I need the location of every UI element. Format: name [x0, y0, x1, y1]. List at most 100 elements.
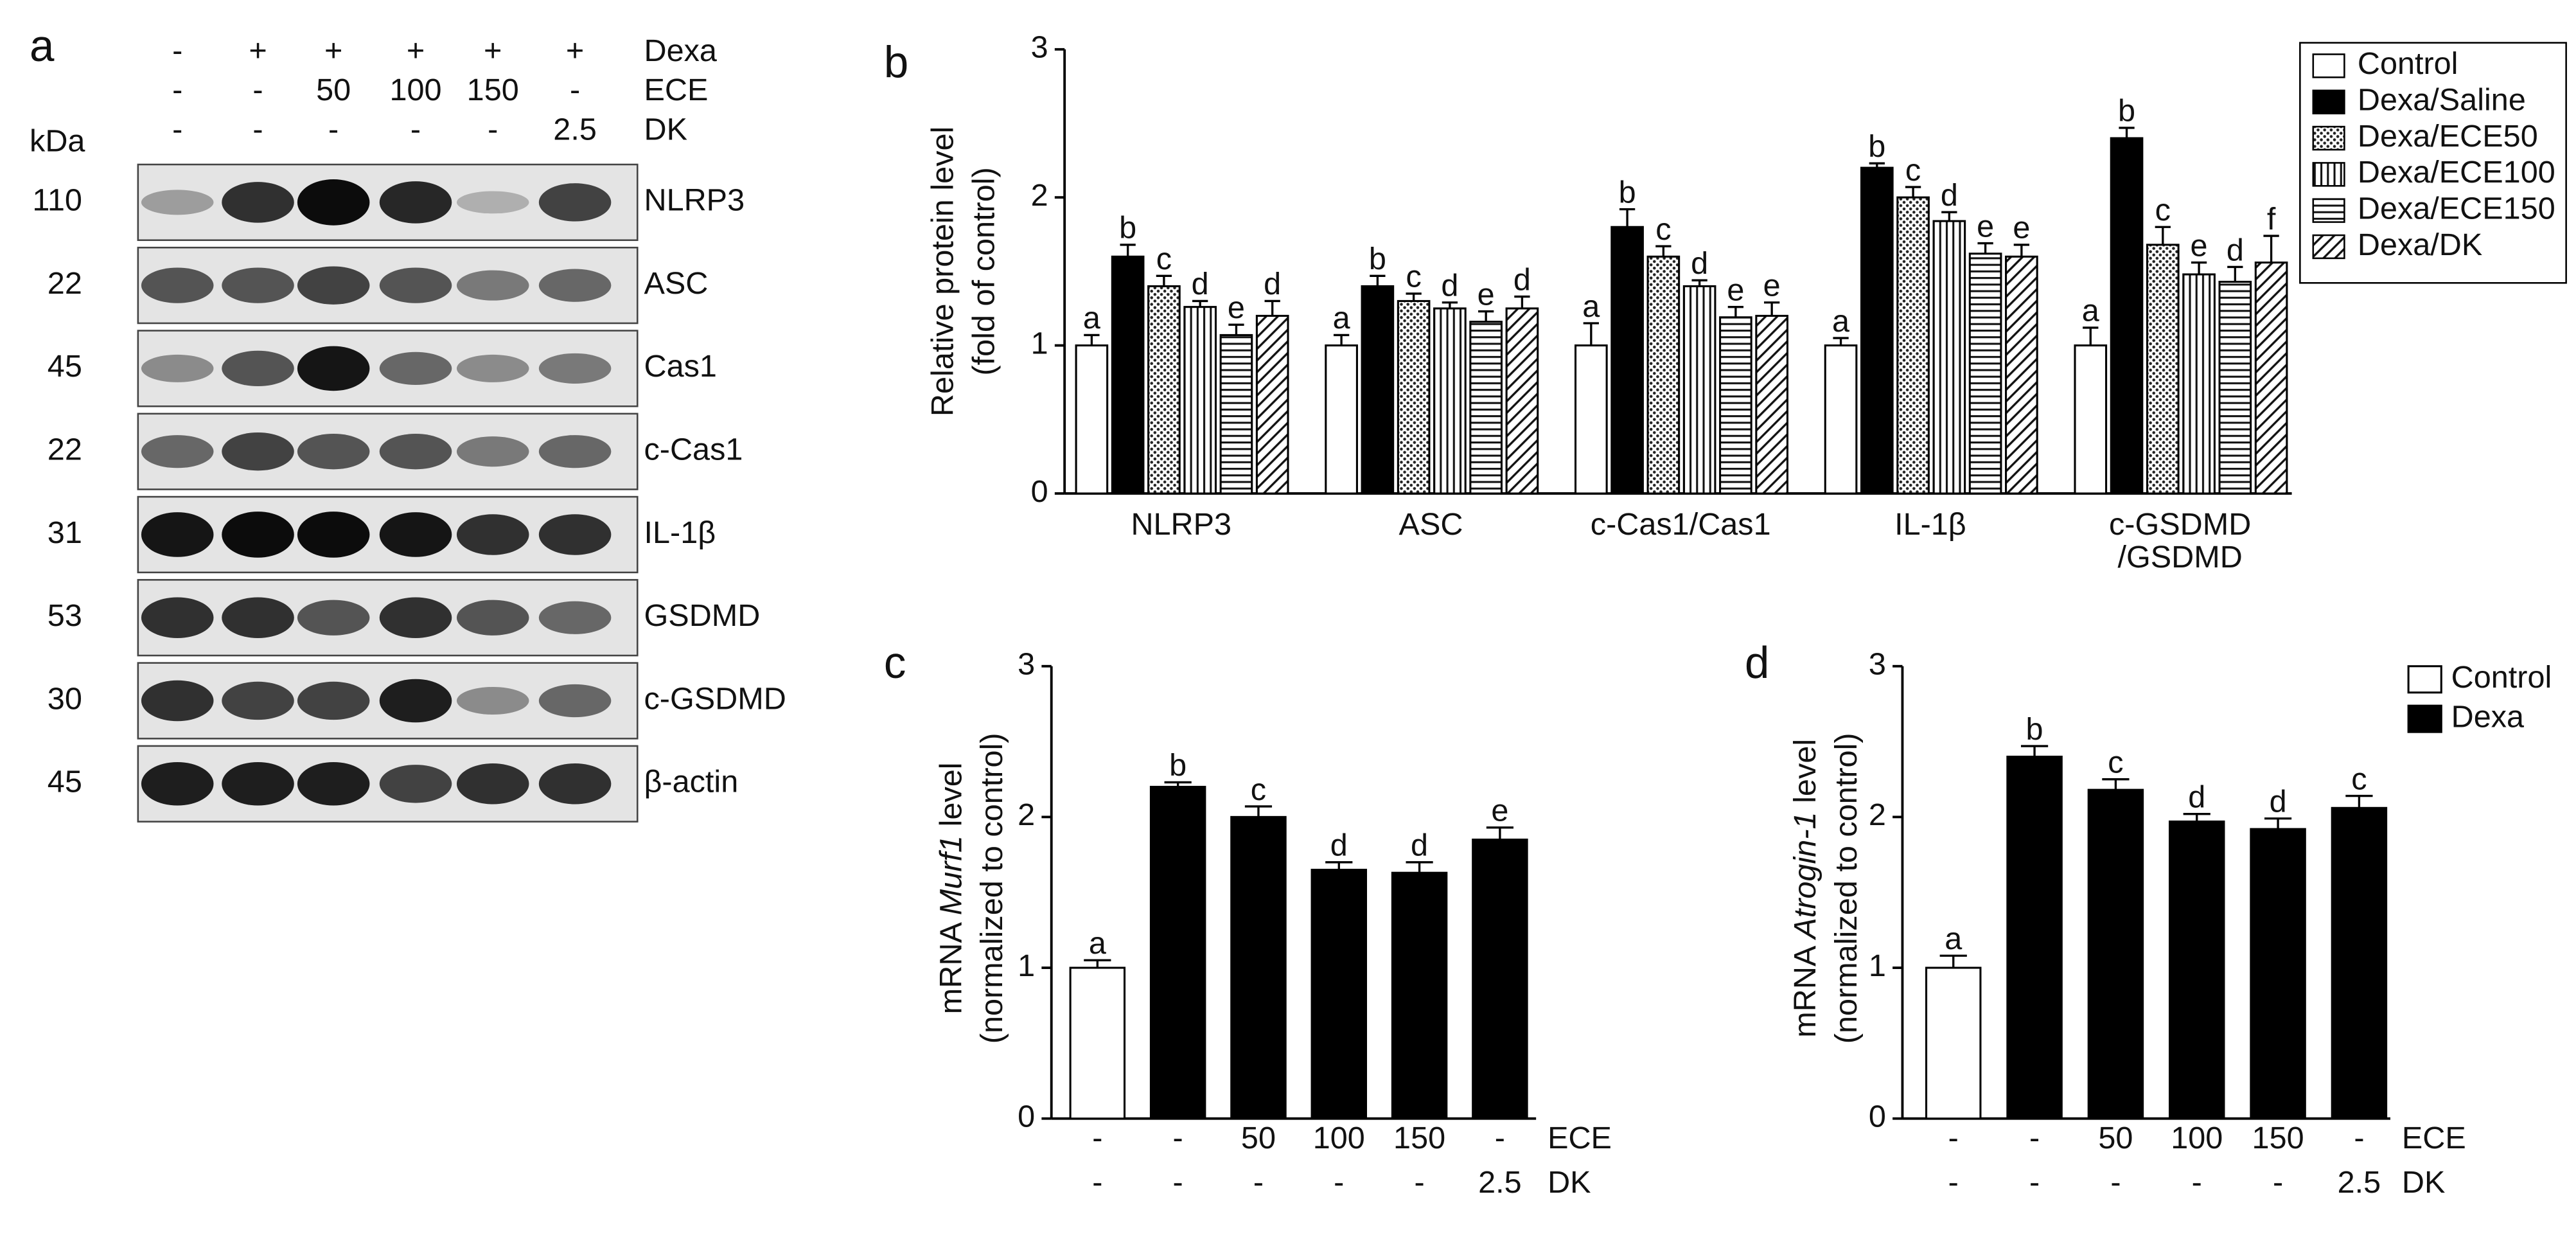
significance-letter: e: [1763, 269, 1781, 303]
dose-label: 50: [1241, 1121, 1276, 1155]
blot-band: [141, 267, 214, 303]
treatment-sign: 2.5: [553, 112, 597, 147]
legend-label: Dexa/ECE100: [2358, 155, 2555, 190]
dose-label: 150: [2252, 1121, 2304, 1155]
bar: [1646, 255, 1681, 495]
band-name: c-Cas1: [644, 432, 743, 467]
blot-band: [538, 435, 612, 468]
dose-label: -: [2192, 1165, 2202, 1200]
significance-letter: b: [1169, 748, 1187, 783]
bar: [1361, 285, 1395, 495]
y-axis-label-2: (normalized to control): [1829, 733, 1864, 1044]
dose-label: -: [1495, 1121, 1505, 1155]
blot-band: [222, 267, 294, 303]
blot-band: [538, 684, 612, 718]
bar: [2005, 255, 2038, 495]
bar: [1719, 316, 1752, 495]
bar: [1575, 344, 1608, 495]
bar: [2087, 788, 2144, 1120]
bar: [1610, 226, 1644, 495]
dose-label: -: [1334, 1165, 1344, 1200]
blot-band: [456, 270, 529, 301]
y-tick-label: 3: [1869, 647, 1886, 682]
band-kda: 45: [48, 765, 82, 799]
band-kda: 110: [32, 183, 82, 218]
blot-band: [222, 681, 294, 720]
band-kda: 30: [48, 681, 82, 716]
significance-letter: d: [2270, 785, 2287, 819]
y-tick-label: 1: [1018, 948, 1035, 983]
blot-band: [379, 512, 452, 557]
blot-band: [141, 680, 214, 722]
significance-letter: e: [2191, 228, 2208, 263]
treatment-sign: +: [407, 33, 425, 68]
significance-letter: d: [1941, 178, 1958, 213]
bar: [1255, 314, 1289, 495]
dose-label: -: [1092, 1121, 1102, 1155]
significance-letter: d: [2188, 779, 2205, 814]
bar: [1391, 871, 1448, 1120]
blot-band: [379, 434, 452, 470]
significance-letter: b: [1369, 242, 1386, 276]
bar: [1682, 285, 1716, 495]
y-tick-label: 2: [1869, 797, 1886, 832]
bar: [1111, 255, 1145, 495]
bar: [1932, 220, 1966, 495]
y-axis-label-part: Atrogin-1: [1788, 812, 1822, 940]
dose-label: -: [1092, 1165, 1102, 1200]
treatment-sign: -: [252, 112, 263, 147]
bar: [2182, 273, 2216, 495]
blot-band: [456, 354, 529, 382]
dose-label: -: [2110, 1165, 2121, 1200]
dose-row-name: ECE: [2402, 1121, 2466, 1155]
dose-label: 2.5: [2338, 1165, 2381, 1200]
blot-band: [222, 432, 294, 471]
significance-letter: a: [2082, 294, 2100, 328]
blot-band: [141, 761, 214, 806]
y-tick-label: 1: [1031, 326, 1048, 360]
significance-letter: e: [1727, 272, 1744, 307]
dose-label: -: [2029, 1165, 2040, 1200]
legend-label: Dexa: [2451, 699, 2525, 734]
significance-letter: d: [1691, 246, 1708, 281]
bar: [1397, 299, 1431, 495]
bar: [1147, 285, 1181, 495]
blot-band: [141, 435, 214, 468]
legend-swatch: [2312, 198, 2345, 223]
blot-band: [222, 512, 294, 558]
blot-band: [297, 434, 370, 470]
panel-label: b: [884, 37, 908, 87]
bar: [2146, 244, 2180, 495]
bar: [1149, 785, 1206, 1120]
significance-letter: c: [1406, 260, 1421, 294]
blot-band: [456, 600, 529, 636]
significance-letter: c: [2351, 761, 2367, 796]
blot-band: [379, 765, 452, 803]
dose-label: -: [1415, 1165, 1425, 1200]
treatment-sign: 100: [389, 73, 441, 107]
dose-label: -: [1173, 1165, 1183, 1200]
band-name: IL-1β: [644, 515, 716, 550]
treatment-sign: 150: [467, 73, 519, 107]
blot-band: [538, 269, 612, 302]
panel-label: c: [884, 637, 906, 688]
dose-row-name: ECE: [1548, 1121, 1612, 1155]
bar: [2250, 828, 2306, 1120]
band-kda: 22: [48, 266, 82, 301]
blot-band: [222, 761, 294, 806]
blot-band: [141, 512, 214, 557]
significance-letter: c: [1156, 242, 1172, 276]
significance-letter: a: [1582, 289, 1600, 324]
legend-swatch: [2312, 125, 2345, 151]
band-name: c-GSDMD: [644, 681, 786, 716]
blot-band: [456, 514, 529, 555]
bar: [2074, 344, 2108, 495]
treatment-sign: +: [249, 33, 267, 68]
bar: [1472, 839, 1528, 1120]
significance-letter: d: [1441, 269, 1458, 303]
dose-label: -: [1253, 1165, 1264, 1200]
treatment-sign: -: [488, 112, 498, 147]
blot-band: [222, 597, 294, 638]
bar: [2169, 820, 2225, 1120]
treatment-sign: -: [328, 112, 339, 147]
